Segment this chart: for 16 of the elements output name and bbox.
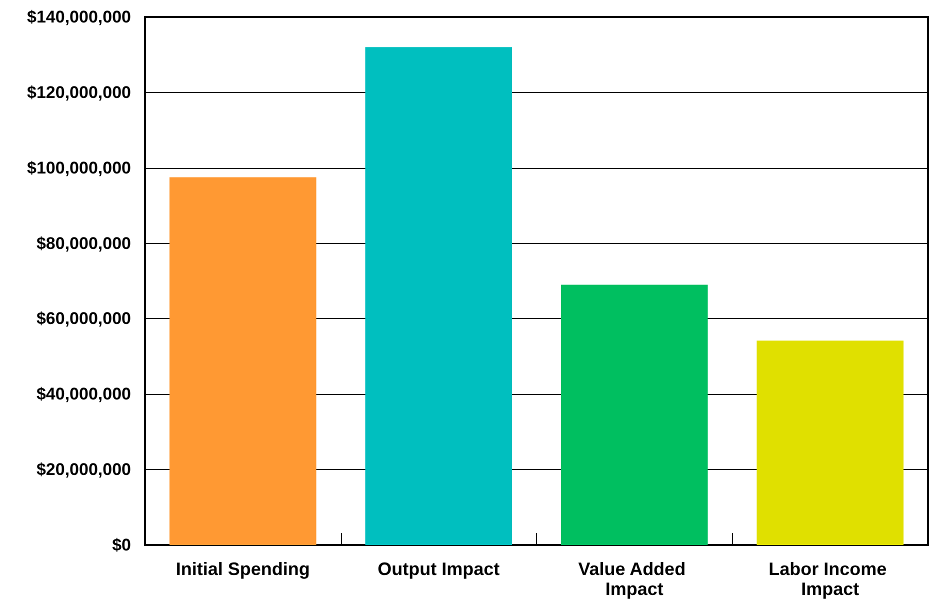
x-tick-label: Initial Spending bbox=[176, 559, 310, 579]
y-tick-label: $100,000,000 bbox=[27, 158, 131, 178]
bar bbox=[365, 47, 512, 545]
y-tick-label: $60,000,000 bbox=[36, 309, 131, 328]
y-tick-label: $140,000,000 bbox=[27, 8, 131, 26]
y-tick-label: $40,000,000 bbox=[36, 384, 131, 404]
y-tick-label: $0 bbox=[112, 536, 131, 554]
y-tick-label: $20,000,000 bbox=[36, 460, 131, 480]
x-tick-label: Output Impact bbox=[378, 559, 500, 579]
bar bbox=[560, 284, 708, 545]
y-tick-label: $120,000,000 bbox=[27, 82, 131, 102]
bar bbox=[169, 177, 316, 545]
y-tick-label: $80,000,000 bbox=[36, 234, 131, 253]
bar bbox=[756, 340, 904, 545]
x-tick-label: Labor Income Impact bbox=[768, 559, 892, 599]
x-tick-label: Value Added Impact bbox=[578, 559, 691, 599]
